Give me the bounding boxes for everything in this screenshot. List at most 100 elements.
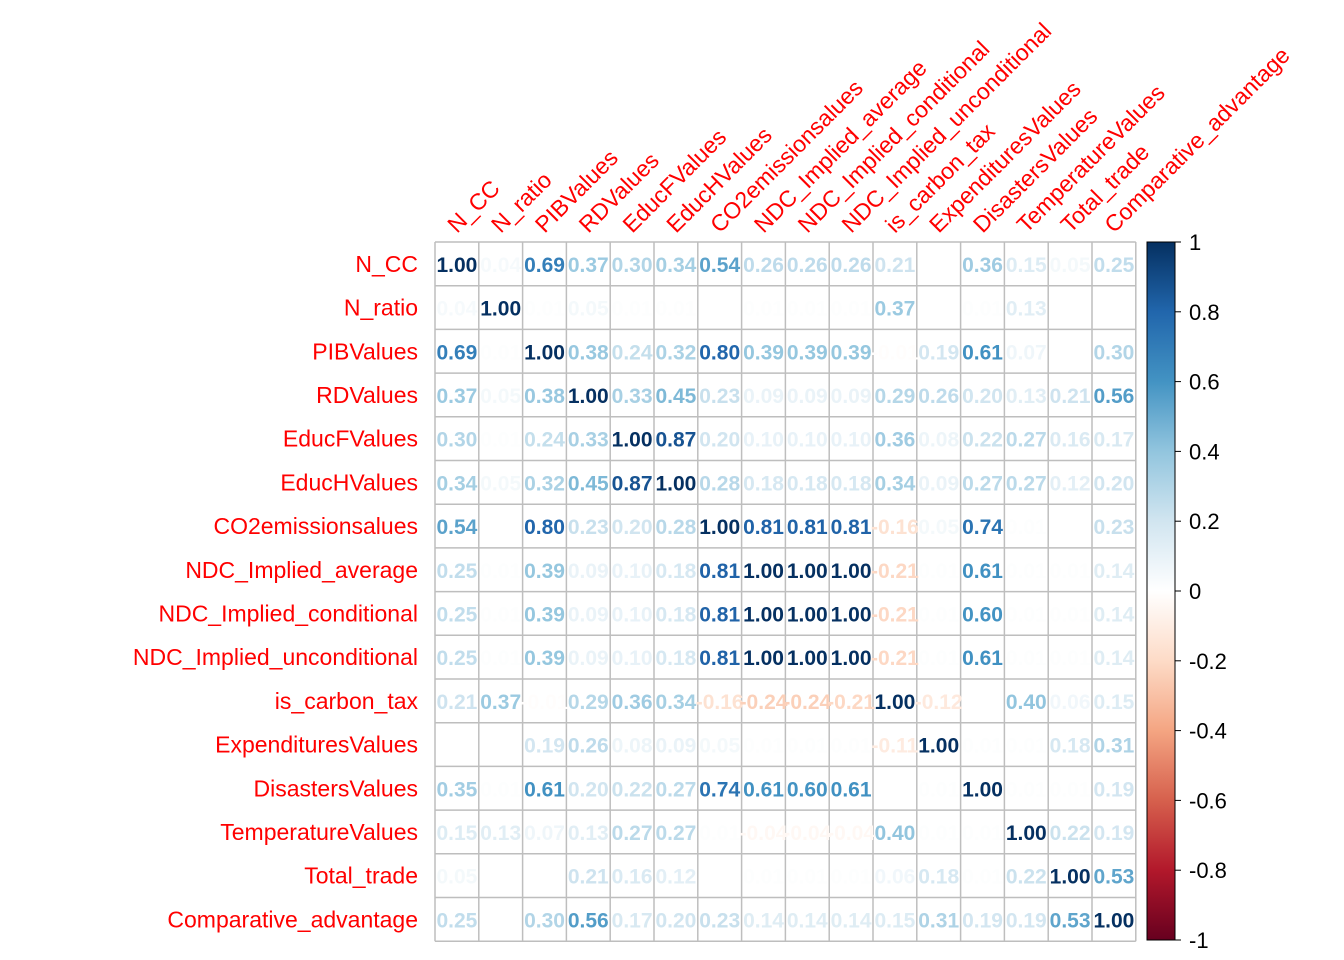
cell-value: 0.10 [831,429,872,452]
cell-value: 0.28 [699,472,740,495]
colorbar-gradient [1146,241,1176,941]
colorbar-tick-label: -0.4 [1189,719,1227,744]
cell-value: 0.25 [1093,254,1134,277]
cell-value: -0.01 [871,341,919,364]
cell-value: 0.56 [1093,385,1134,408]
cell-value: 0.27 [655,822,696,845]
cell-value: 1.00 [1093,909,1134,932]
cell-value: 0.61 [831,778,872,801]
cell-value: -0.24 [783,691,831,714]
cell-value: 0.00 [1050,516,1091,539]
cell-value: 0.00 [874,778,915,801]
colorbar-tick-label: 1 [1189,230,1201,255]
colorbar-tick-label: 0.8 [1189,300,1220,325]
cell-value: 0.00 [918,298,959,321]
row-label: EducHValues [280,469,418,495]
cell-value: 0.34 [436,472,477,495]
cell-value: 0.06 [1050,691,1091,714]
colorbar-tick-label: -1 [1189,928,1209,953]
cell-value: 0.04 [480,254,521,277]
cell-value: 0.01 [918,647,959,670]
row-label: Comparative_advantage [167,906,418,932]
cell-value: 0.01 [962,298,1003,321]
colorbar-tick-label: 0.6 [1189,370,1220,395]
cell-value: 0.01 [1050,778,1091,801]
cell-value: 1.00 [436,254,477,277]
cell-value: 0.27 [655,778,696,801]
cell-value: 0.20 [699,429,740,452]
cell-value: 0.01 [1050,560,1091,583]
cell-value: 0.12 [1050,472,1091,495]
cell-value: 0.80 [524,516,565,539]
cell-value: 0.61 [962,560,1003,583]
cell-value: 0.35 [436,778,477,801]
cell-value: 0.01 [1006,778,1047,801]
cell-value: 0.22 [1006,866,1047,889]
cell-value: 0.39 [831,341,872,364]
cell-value: 0.01 [480,647,521,670]
cell-value: 0.00 [480,735,521,758]
cell-value: 0.80 [699,341,740,364]
cell-value: 0.08 [612,735,653,758]
cell-value: 0.26 [787,254,828,277]
cell-value: 0.39 [787,341,828,364]
cell-value: 0.22 [962,429,1003,452]
cell-value: 0.18 [918,866,959,889]
cell-value: 0.16 [1050,429,1091,452]
cell-value: 0.00 [699,298,740,321]
cell-value: 0.01 [918,560,959,583]
cell-value: 1.00 [787,647,828,670]
cell-value: 0.61 [962,341,1003,364]
cell-value: 0.61 [962,647,1003,670]
cell-value: 0.07 [524,822,565,845]
cell-value: -0.01 [521,691,569,714]
colorbar-tick-label: -0.8 [1189,858,1227,883]
row-label: DisastersValues [254,775,418,801]
cell-value: 0.34 [655,254,696,277]
cell-value: 0.39 [524,603,565,626]
cell-value: 0.20 [612,516,653,539]
row-label: CO2emissionsalues [213,513,418,539]
cell-value: 0.27 [962,472,1003,495]
row-label: N_CC [355,251,418,277]
cell-value: 0.01 [962,822,1003,845]
cell-value: 0.10 [787,429,828,452]
cell-value: 0.26 [918,385,959,408]
cell-value: 1.00 [568,385,609,408]
cell-value: 1.00 [743,560,784,583]
cell-value: 0.69 [524,254,565,277]
cell-value: 0.19 [524,735,565,758]
matrix-cells: 1.00 0.04 0.69 0.37 0.30 0.34 0.54 0.26 0.26 0.26… [434,241,1137,942]
cell-value: 0.30 [612,254,653,277]
cell-value: 0.19 [918,341,959,364]
cell-value: 0.05 [568,298,609,321]
cell-value: -0.04 [740,822,788,845]
cell-value: 0.00 [1093,298,1134,321]
cell-value: 0.53 [1050,909,1091,932]
cell-value: 0.19 [1006,909,1047,932]
cell-value: 0.37 [480,691,521,714]
cell-value: 0.14 [1093,647,1134,670]
cell-value: 0.10 [743,429,784,452]
cell-value: 0.61 [743,778,784,801]
cell-value: 0.00 [436,735,477,758]
row-label: NDC_Implied_unconditional [133,644,418,670]
cell-value: 0.29 [568,691,609,714]
cell-value: 0.22 [1050,822,1091,845]
cell-value: 0.40 [1006,691,1047,714]
cell-value: 0.13 [1006,298,1047,321]
cell-value: 0.74 [699,778,740,801]
cell-value: 0.20 [655,909,696,932]
row-label: TemperatureValues [220,819,418,845]
cell-value: 0.00 [480,866,521,889]
cell-value: 1.00 [918,735,959,758]
cell-value: -0.11 [872,735,919,758]
cell-value: 0.18 [655,560,696,583]
cell-value: -0.21 [827,691,875,714]
cell-value: 0.01 [743,298,784,321]
cell-value: 1.00 [874,691,915,714]
colorbar-tick-label: 0 [1189,579,1201,604]
cell-value: 0.14 [1093,560,1134,583]
cell-value: 0.15 [1093,691,1134,714]
cell-value: 0.05 [480,472,521,495]
